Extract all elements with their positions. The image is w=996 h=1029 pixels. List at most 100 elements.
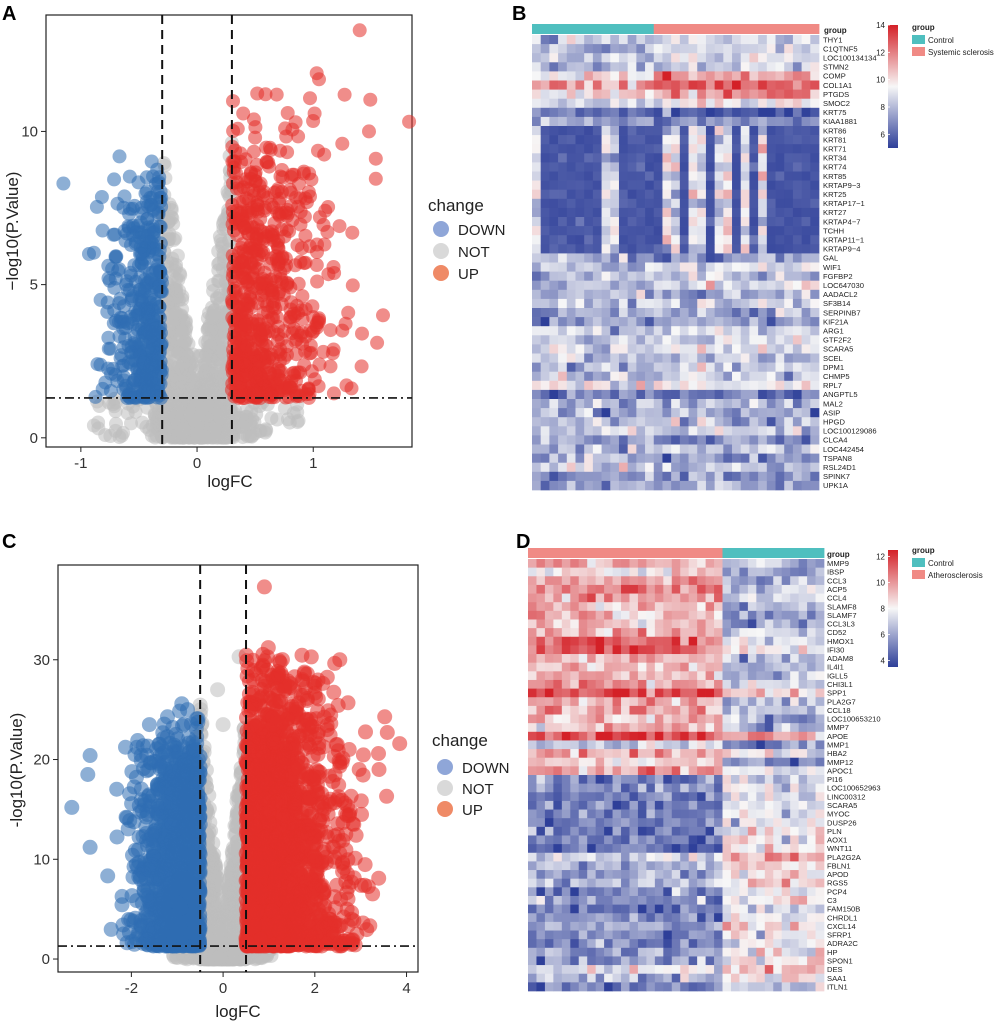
gene-label: KRTAP4−7 <box>823 217 861 226</box>
up-point <box>272 195 287 210</box>
heatmap-cell <box>714 444 724 454</box>
heatmap-cell <box>584 326 594 336</box>
heatmap-cell <box>740 244 750 254</box>
heatmap-cell <box>653 471 663 482</box>
heatmap-cell <box>758 344 768 354</box>
heatmap-cell <box>584 262 594 272</box>
heatmap-cell <box>679 116 689 127</box>
heatmap-cell <box>766 98 776 109</box>
heatmap-cell <box>740 317 750 327</box>
heatmap-cell <box>558 271 568 282</box>
heatmap-cell <box>801 417 811 427</box>
heatmap-cell <box>662 444 672 454</box>
heatmap-cell <box>697 62 707 72</box>
heatmap-cell <box>705 207 715 218</box>
heatmap-cell <box>749 280 759 291</box>
heatmap-cell <box>766 362 776 373</box>
heatmap-cell <box>627 35 637 45</box>
heatmap-cell <box>705 107 715 118</box>
down-point <box>117 299 131 314</box>
up-point <box>262 159 277 174</box>
heatmap-cell <box>662 135 672 145</box>
heatmap-cell <box>723 480 733 491</box>
down-point <box>118 233 133 248</box>
heatmap-cell <box>766 35 776 45</box>
heatmap-cell <box>723 226 733 236</box>
heatmap-cell <box>758 235 768 245</box>
heatmap-cell <box>532 116 542 127</box>
up-point <box>312 311 326 326</box>
heatmap-cell <box>705 435 715 445</box>
heatmap-cell <box>784 89 794 100</box>
heatmap-cell <box>592 80 602 90</box>
heatmap-cell <box>653 253 663 263</box>
heatmap-cell <box>697 298 707 309</box>
panel-b-legend-disease: Systemic sclerosis <box>928 48 994 57</box>
heatmap-cell <box>627 98 637 109</box>
heatmap-cell <box>740 471 750 482</box>
up-point <box>291 276 306 291</box>
heatmap-cell <box>558 171 568 181</box>
heatmap-cell <box>627 271 637 282</box>
heatmap-cell <box>558 180 568 191</box>
heatmap-cell <box>732 471 742 482</box>
heatmap-cell <box>558 399 568 409</box>
heatmap-cell <box>532 62 542 72</box>
heatmap-cell <box>697 344 707 354</box>
heatmap-cell <box>671 89 681 100</box>
heatmap-cell <box>714 380 724 391</box>
heatmap-cell <box>618 171 629 181</box>
heatmap-cell <box>636 144 646 154</box>
heatmap-cell <box>584 271 594 282</box>
up-point <box>311 379 326 394</box>
heatmap-cell <box>810 144 820 154</box>
heatmap-cell <box>566 89 576 100</box>
heatmap-cell <box>532 98 542 109</box>
heatmap-cell <box>688 207 698 218</box>
down-point <box>107 172 122 187</box>
heatmap-cell <box>662 226 672 236</box>
heatmap-cell <box>549 180 559 191</box>
heatmap-cell <box>671 144 681 154</box>
heatmap-cell <box>758 135 768 145</box>
heatmap-cell <box>723 280 733 291</box>
not-point <box>244 404 259 419</box>
heatmap-cell <box>740 408 750 418</box>
heatmap-cell <box>749 207 759 218</box>
heatmap-cell <box>784 308 794 318</box>
heatmap-cell <box>775 289 785 300</box>
heatmap-cell <box>601 189 611 200</box>
heatmap-cell <box>627 135 637 145</box>
heatmap-cell <box>549 444 559 454</box>
heatmap-cell <box>627 408 637 418</box>
heatmap-cell <box>601 226 611 236</box>
heatmap-cell <box>801 280 811 291</box>
heatmap-cell <box>732 71 742 81</box>
heatmap-cell <box>688 35 698 45</box>
heatmap-cell <box>566 44 576 54</box>
heatmap-cell <box>758 153 768 163</box>
heatmap-cell <box>532 235 542 245</box>
up-point <box>279 222 294 237</box>
heatmap-cell <box>671 244 681 254</box>
heatmap-cell <box>636 162 646 172</box>
heatmap-cell <box>575 335 585 345</box>
heatmap-cell <box>601 380 611 391</box>
gene-label: LOC100129086 <box>823 427 877 436</box>
heatmap-cell <box>766 326 776 336</box>
heatmap-cell <box>592 389 602 400</box>
heatmap-cell <box>636 253 646 263</box>
heatmap-cell <box>749 44 759 54</box>
heatmap-cell <box>732 116 742 127</box>
heatmap-cell <box>679 289 689 300</box>
heatmap-cell <box>532 280 542 291</box>
heatmap-cell <box>714 135 724 145</box>
heatmap-cell <box>645 44 655 54</box>
up-point <box>228 284 243 299</box>
heatmap-cell <box>688 53 698 63</box>
heatmap-cell <box>801 80 811 90</box>
heatmap-cell <box>610 335 620 345</box>
up-point <box>237 302 252 317</box>
heatmap-cell <box>723 308 733 318</box>
